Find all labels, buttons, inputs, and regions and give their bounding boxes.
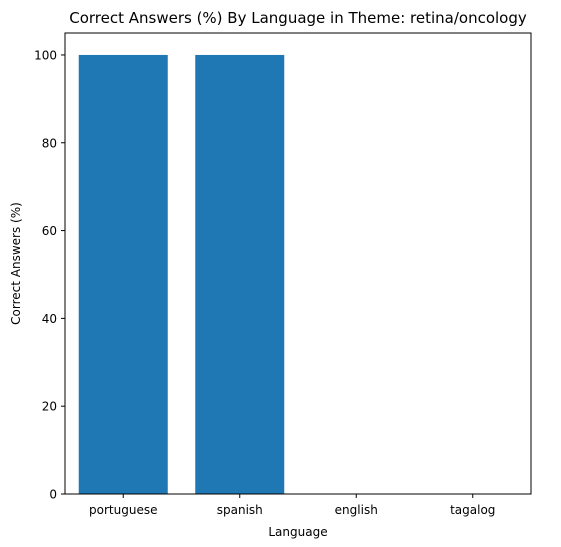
y-tick-label-0: 0 xyxy=(49,488,57,502)
plot-frame xyxy=(64,32,532,495)
y-tick-label-60: 60 xyxy=(42,224,57,238)
y-tick-label-40: 40 xyxy=(42,312,57,326)
x-axis-label: Language xyxy=(268,525,327,539)
x-tick-label-english: english xyxy=(335,503,378,517)
bar-spanish xyxy=(195,54,285,494)
x-axis-ticks: portuguese spanish english tagalog xyxy=(89,494,495,517)
y-tick-label-100: 100 xyxy=(34,48,57,62)
chart-title: Correct Answers (%) By Language in Theme… xyxy=(69,9,527,27)
bars-group xyxy=(78,54,285,494)
bar-portuguese xyxy=(78,54,168,494)
y-tick-label-20: 20 xyxy=(42,400,57,414)
y-axis-label: Correct Answers (%) xyxy=(9,202,23,325)
x-tick-label-tagalog: tagalog xyxy=(450,503,495,517)
y-tick-label-80: 80 xyxy=(42,136,57,150)
y-axis-ticks: 0 20 40 60 80 100 xyxy=(34,48,65,502)
x-tick-label-portuguese: portuguese xyxy=(89,503,157,517)
x-tick-label-spanish: spanish xyxy=(217,503,263,517)
